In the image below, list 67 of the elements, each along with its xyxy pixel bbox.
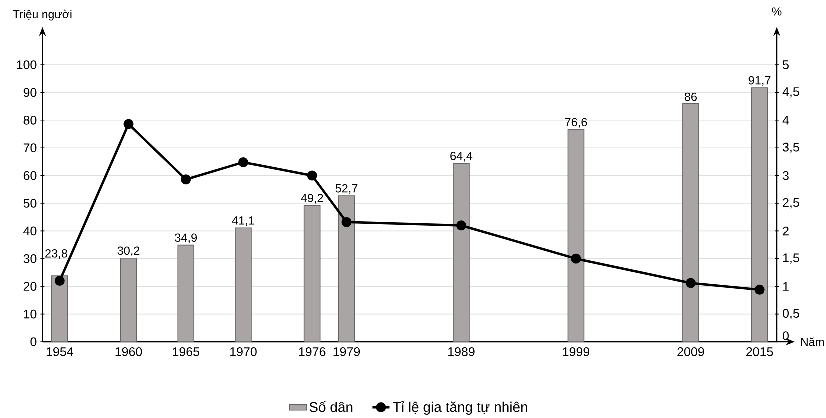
data-label: 91,7 [748, 76, 771, 86]
legend-label: Tỉ lệ gia tăng tự nhiên [393, 401, 528, 415]
legend-label: Số dân [310, 401, 353, 412]
y2-tick-label: 2,5 [783, 198, 800, 209]
y2-tick-label: 4 [782, 116, 790, 125]
point [181, 174, 192, 185]
y-tick-label: 20 [24, 282, 37, 292]
point [456, 220, 466, 231]
point [307, 170, 318, 181]
y2-tick-label: 2 [783, 226, 789, 236]
y2-tick-label: 3,5 [782, 142, 800, 154]
y-axis-title: Triệu người [13, 10, 72, 21]
y-tick-label: 80 [24, 116, 37, 125]
x-tick-label: 1989 [448, 348, 475, 356]
point [754, 284, 765, 295]
y-tick-label: 70 [24, 144, 37, 153]
bar [235, 228, 252, 342]
point [686, 278, 696, 288]
data-label: 64,4 [450, 152, 473, 162]
x-tick-label: 2015 [746, 348, 774, 356]
y2-tick-label: 0 [783, 332, 789, 340]
y2-axis-title: % [772, 8, 782, 16]
bar [120, 258, 138, 342]
point [342, 217, 352, 228]
bar [453, 163, 470, 342]
y-tick-label: 90 [24, 88, 37, 98]
y2-tick-label: 5 [783, 60, 789, 70]
x-tick-label: 1965 [173, 348, 200, 356]
bar [52, 276, 68, 342]
point [54, 276, 65, 286]
bar [568, 129, 585, 342]
y-tick-label: 50 [24, 199, 37, 208]
x-tick-label: 1954 [46, 348, 74, 356]
x-tick-label: 1976 [299, 348, 326, 356]
data-label: 52,7 [336, 184, 358, 194]
y-tick-label: 60 [24, 171, 37, 180]
x-axis-title: Năm [801, 338, 824, 346]
data-label: 23,8 [46, 249, 68, 260]
x-tick-label: 1970 [230, 348, 257, 356]
bar [682, 103, 700, 342]
data-label: 49,2 [301, 194, 324, 204]
y2-tick-label: 3 [782, 171, 789, 180]
y2-tick-label: 4,5 [782, 88, 800, 98]
x-tick-label: 1960 [116, 348, 142, 356]
point [238, 158, 248, 168]
x-tick-label: 2009 [678, 348, 704, 356]
data-label: 34,9 [175, 234, 198, 244]
y-tick-label: 100 [17, 60, 37, 70]
point [571, 254, 582, 264]
bar [178, 244, 195, 342]
x-tick-label: 1979 [334, 348, 360, 356]
y2-tick-label: 1,5 [783, 254, 800, 264]
bar [304, 205, 321, 342]
bar [338, 196, 356, 342]
data-label: 76,6 [565, 118, 588, 128]
y-tick-label: 40 [24, 226, 37, 236]
y-tick-label: 10 [24, 310, 37, 319]
y-tick-label: 30 [24, 254, 37, 264]
y2-tick-label: 0,5 [783, 309, 800, 320]
point [124, 119, 134, 130]
x-tick-label: 1999 [563, 348, 590, 356]
y-tick-label: 0 [30, 338, 37, 346]
data-label: 86 [684, 92, 697, 102]
data-label: 41,1 [232, 216, 254, 226]
data-label: 30,2 [118, 246, 140, 256]
y2-tick-label: 1 [783, 282, 789, 291]
bar [751, 88, 768, 342]
